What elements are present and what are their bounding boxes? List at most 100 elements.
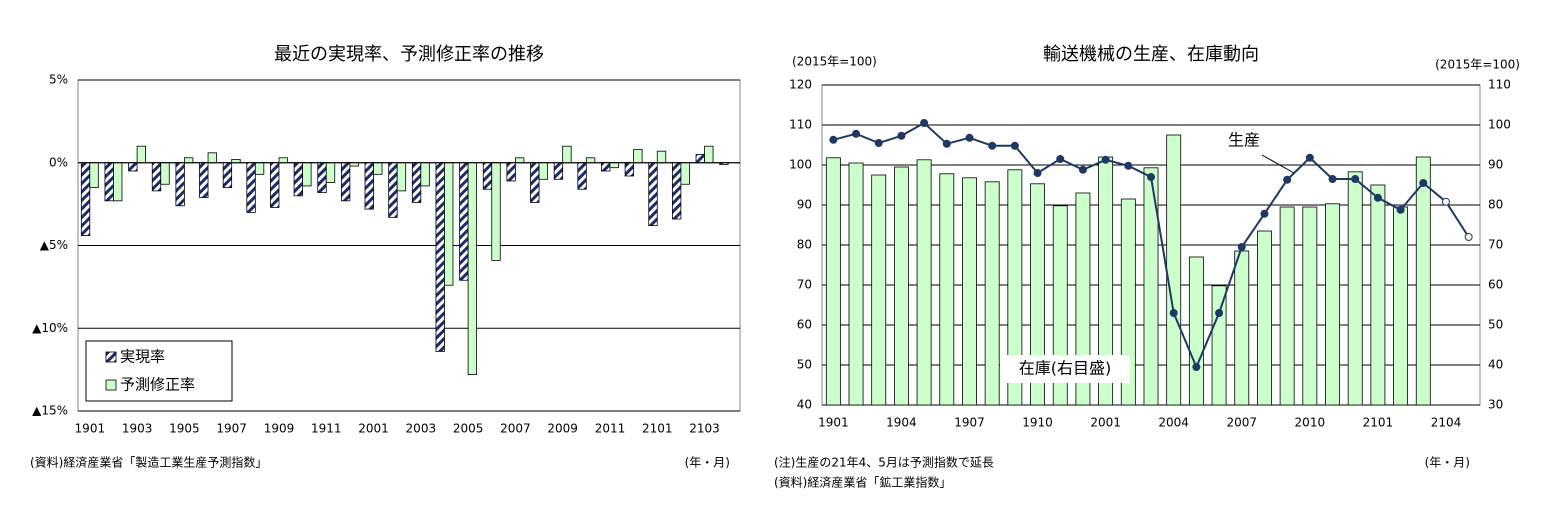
bar (671, 162, 682, 220)
bar (293, 162, 304, 197)
x-tick-label: 1903 (122, 422, 153, 436)
series-label-box (1214, 127, 1274, 155)
bar (388, 162, 398, 218)
bar (624, 162, 635, 177)
marker (1192, 363, 1201, 371)
bar (113, 162, 123, 202)
marker (1147, 173, 1155, 181)
bar (871, 174, 887, 406)
marker (1441, 197, 1450, 206)
y2-tick-label: 110 (1488, 78, 1511, 92)
bar (1143, 167, 1159, 406)
bar (160, 162, 170, 185)
bar (1347, 171, 1363, 406)
x-tick-label: 2004 (1158, 416, 1189, 430)
x-tick-label: 2001 (1090, 416, 1121, 430)
bar (577, 162, 587, 190)
y2-axis-label: (2015年=100) (1435, 58, 1520, 72)
bar (939, 173, 955, 406)
y-tick-label: 40 (797, 398, 812, 412)
bar (302, 162, 312, 187)
y-tick-label: 80 (797, 238, 812, 252)
bar (1370, 184, 1386, 406)
bar (1188, 256, 1204, 406)
unit-label: (年・月) (685, 456, 730, 470)
annotation-arrow (1261, 154, 1295, 174)
bar (270, 162, 280, 208)
x-tick-label: 1905 (169, 422, 200, 436)
y-tick-label: 5% (49, 73, 68, 87)
bar (538, 162, 548, 180)
y2-tick-label: 80 (1488, 198, 1503, 212)
bar (893, 166, 909, 406)
bar (435, 162, 445, 352)
bar (207, 152, 217, 164)
bar (183, 157, 194, 164)
bar (482, 162, 493, 190)
bar (222, 162, 233, 188)
series-label-box (1000, 355, 1130, 383)
bar (104, 162, 114, 202)
marker (829, 135, 838, 144)
x-tick-label: 2005 (453, 422, 484, 436)
bar (825, 157, 841, 406)
chart-title: 輸送機械の生産、在庫動向 (1043, 44, 1259, 65)
bar (514, 157, 525, 164)
marker (920, 119, 929, 127)
y2-tick-label: 100 (1488, 118, 1511, 132)
bar (1257, 230, 1272, 406)
bar (364, 162, 374, 210)
x-tick-label: 2101 (642, 422, 673, 436)
bar (562, 145, 572, 164)
x-tick-label: 1910 (1022, 416, 1053, 430)
marker (942, 139, 951, 148)
marker (988, 141, 997, 150)
bar (325, 162, 336, 184)
bar (411, 162, 422, 203)
bar (680, 162, 690, 185)
bar (553, 162, 564, 180)
x-tick-label: 2003 (406, 422, 437, 436)
x-tick-label: 1911 (311, 422, 342, 436)
marker (1078, 165, 1087, 174)
bar (530, 162, 540, 203)
bar (175, 162, 185, 207)
bar (254, 162, 265, 175)
bar (317, 162, 327, 193)
y-tick-label: ▲15% (32, 404, 68, 418)
y2-tick-label: 50 (1488, 318, 1503, 332)
x-tick-label: 1901 (75, 422, 106, 436)
marker (1215, 309, 1224, 317)
note: (注)生産の21年4、5月は予測指数で延長 (774, 455, 994, 470)
bar (340, 162, 351, 202)
bar (246, 162, 256, 213)
bar (199, 162, 209, 198)
marker (1010, 141, 1019, 150)
bar (1325, 203, 1340, 406)
y-tick-label: 100 (789, 158, 812, 172)
bar (984, 181, 1000, 406)
bar (136, 145, 147, 164)
x-tick-label: 2001 (358, 422, 389, 436)
y-tick-label: 0% (49, 155, 68, 169)
marker (1283, 175, 1292, 184)
bar (89, 162, 99, 188)
x-tick-label: 2101 (1363, 416, 1394, 430)
bar (704, 145, 714, 164)
chart-title: 最近の実現率、予測修正率の推移 (274, 44, 544, 65)
marker (1464, 233, 1473, 241)
marker (897, 131, 906, 140)
y2-tick-label: 60 (1488, 278, 1503, 292)
unit-label: (年・月) (1425, 456, 1470, 470)
bar (916, 159, 932, 406)
series-label: 在庫(右目盛) (1019, 359, 1112, 378)
series-label: 生産 (1228, 131, 1260, 150)
bar (648, 162, 658, 227)
bar (1075, 192, 1091, 406)
bar (373, 162, 383, 175)
bar (506, 162, 516, 182)
bar (585, 157, 596, 164)
marker (1124, 161, 1133, 170)
